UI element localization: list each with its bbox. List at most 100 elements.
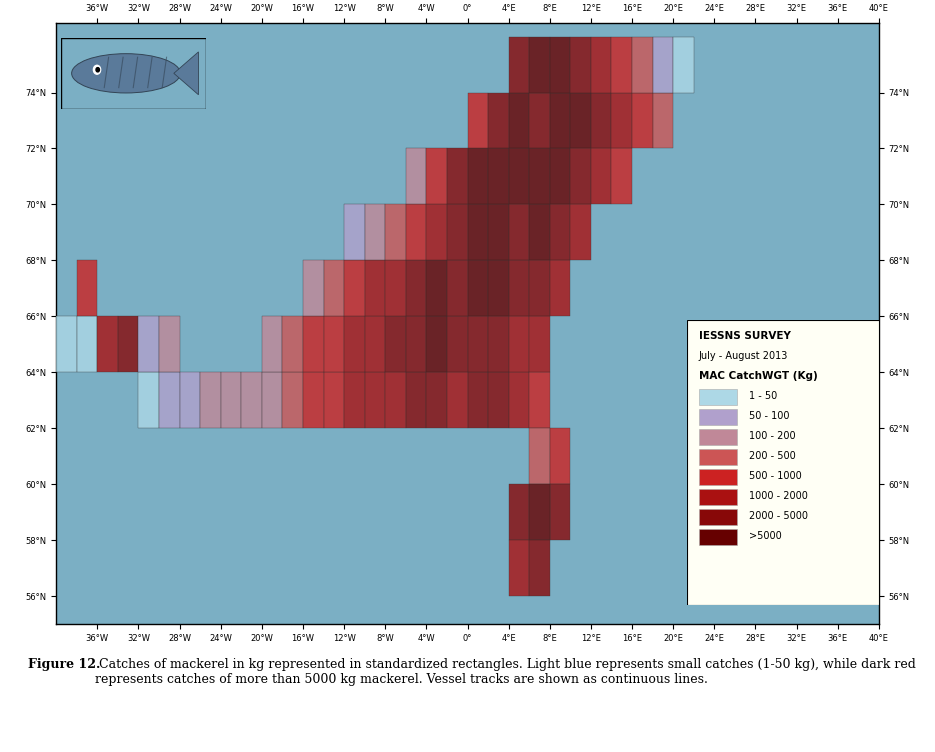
Bar (221, 372, 241, 429)
Bar (447, 205, 468, 260)
Bar (303, 317, 324, 372)
Text: July - August 2013: July - August 2013 (698, 351, 788, 361)
Bar (344, 317, 365, 372)
Text: >5000: >5000 (749, 531, 782, 541)
FancyBboxPatch shape (687, 320, 879, 605)
Text: 1 - 50: 1 - 50 (749, 391, 777, 401)
Bar (550, 37, 570, 92)
Bar (509, 372, 529, 429)
Bar (570, 37, 591, 92)
Bar (550, 148, 570, 205)
Bar (97, 317, 118, 372)
Bar (77, 317, 97, 372)
Bar (426, 148, 447, 205)
Bar (138, 372, 159, 429)
Bar (570, 205, 591, 260)
Bar (324, 317, 344, 372)
Bar (468, 317, 488, 372)
Bar (698, 489, 737, 505)
Bar (447, 148, 468, 205)
Bar (241, 372, 262, 429)
Bar (529, 92, 550, 148)
Bar (447, 260, 468, 317)
Bar (385, 205, 406, 260)
Bar (488, 205, 509, 260)
Circle shape (96, 68, 99, 72)
Bar (365, 260, 385, 317)
Bar (385, 317, 406, 372)
Bar (344, 372, 365, 429)
Bar (509, 540, 529, 596)
Bar (529, 317, 550, 372)
Bar (365, 205, 385, 260)
Bar (591, 37, 611, 92)
Bar (365, 317, 385, 372)
Ellipse shape (72, 53, 180, 93)
Bar (698, 429, 737, 445)
Bar (529, 540, 550, 596)
Bar (611, 148, 632, 205)
Bar (653, 92, 673, 148)
Bar (468, 205, 488, 260)
Bar (406, 260, 426, 317)
Bar (159, 317, 180, 372)
Bar (509, 317, 529, 372)
Bar (426, 372, 447, 429)
Text: IESSNS SURVEY: IESSNS SURVEY (698, 331, 791, 341)
Bar (698, 509, 737, 525)
Bar (529, 372, 550, 429)
Bar (468, 372, 488, 429)
Bar (488, 92, 509, 148)
Bar (653, 37, 673, 92)
Bar (698, 409, 737, 425)
Bar (509, 148, 529, 205)
Bar (488, 317, 509, 372)
Bar (550, 260, 570, 317)
Text: 100 - 200: 100 - 200 (749, 431, 795, 441)
Bar (406, 317, 426, 372)
Text: 2000 - 5000: 2000 - 5000 (749, 511, 808, 521)
Polygon shape (174, 52, 198, 95)
Bar (324, 260, 344, 317)
Bar (529, 429, 550, 484)
Bar (529, 484, 550, 540)
Bar (488, 260, 509, 317)
Bar (550, 484, 570, 540)
Bar (406, 205, 426, 260)
Bar (180, 372, 200, 429)
Circle shape (94, 65, 101, 74)
Bar (385, 372, 406, 429)
Bar (282, 317, 303, 372)
Bar (673, 37, 694, 92)
Bar (591, 92, 611, 148)
Bar (698, 449, 737, 465)
Bar (550, 429, 570, 484)
Bar (529, 260, 550, 317)
Bar (570, 148, 591, 205)
Bar (611, 37, 632, 92)
Bar (550, 92, 570, 148)
Bar (509, 92, 529, 148)
Bar (611, 92, 632, 148)
Bar (282, 372, 303, 429)
Bar (262, 317, 282, 372)
Bar (118, 317, 138, 372)
Bar (591, 148, 611, 205)
Bar (324, 372, 344, 429)
Text: Catches of mackerel in kg represented in standardized rectangles. Light blue rep: Catches of mackerel in kg represented in… (95, 658, 916, 686)
Text: Figure 12.: Figure 12. (28, 658, 100, 671)
Bar (385, 260, 406, 317)
Bar (570, 92, 591, 148)
Bar (488, 148, 509, 205)
Bar (550, 205, 570, 260)
Bar (159, 372, 180, 429)
Bar (262, 372, 282, 429)
Bar (509, 37, 529, 92)
Bar (447, 317, 468, 372)
Bar (529, 37, 550, 92)
Bar (365, 372, 385, 429)
Bar (344, 260, 365, 317)
Bar (406, 148, 426, 205)
Bar (344, 205, 365, 260)
Bar (303, 372, 324, 429)
